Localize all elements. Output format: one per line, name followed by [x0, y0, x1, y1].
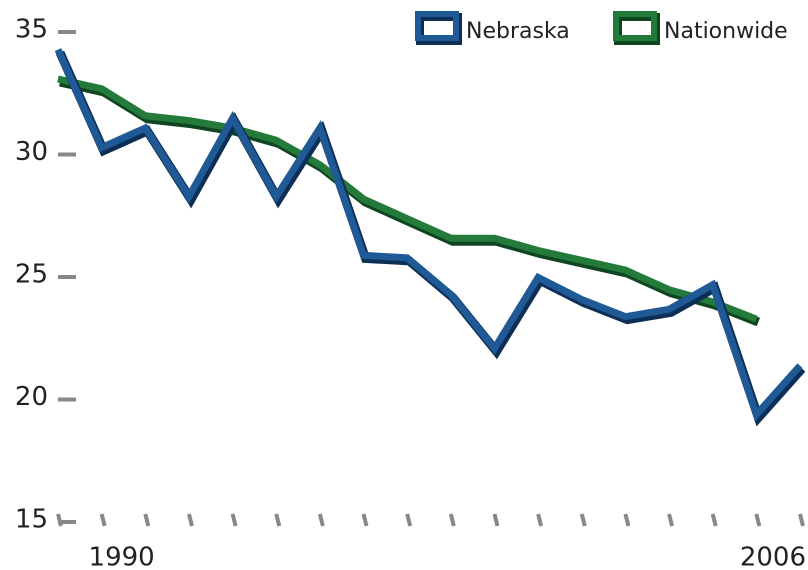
- legend-swatch: [613, 11, 657, 41]
- x-tick: [667, 513, 674, 527]
- x-tick: [492, 513, 500, 527]
- y-tick-label: 25: [15, 260, 48, 290]
- x-tick: [317, 513, 325, 527]
- x-tick: [187, 513, 194, 527]
- legend-label: Nationwide: [664, 19, 788, 44]
- x-tick: [230, 513, 238, 527]
- x-tick: [754, 513, 762, 527]
- series-line: [57, 75, 758, 323]
- x-tick: [143, 513, 151, 527]
- x-tick: [798, 513, 805, 527]
- y-tick-label: 35: [15, 15, 48, 45]
- x-tick: [710, 513, 718, 527]
- x-tick-label: 1990: [89, 543, 155, 570]
- x-tick: [99, 513, 107, 527]
- x-tick: [536, 513, 544, 527]
- y-tick-label: 15: [15, 505, 48, 535]
- y-tick-label: 30: [15, 137, 48, 167]
- x-tick: [623, 513, 631, 527]
- x-tick: [448, 513, 456, 527]
- x-tick: [405, 513, 413, 527]
- x-tick: [579, 513, 587, 527]
- x-tick-label: 2006: [740, 543, 806, 570]
- legend-label: Nebraska: [466, 19, 570, 44]
- series-line: [54, 48, 803, 422]
- legend-swatch: [415, 11, 459, 41]
- x-tick: [56, 513, 63, 527]
- y-tick-label: 20: [15, 382, 48, 412]
- x-tick: [361, 513, 369, 527]
- x-tick: [274, 513, 282, 527]
